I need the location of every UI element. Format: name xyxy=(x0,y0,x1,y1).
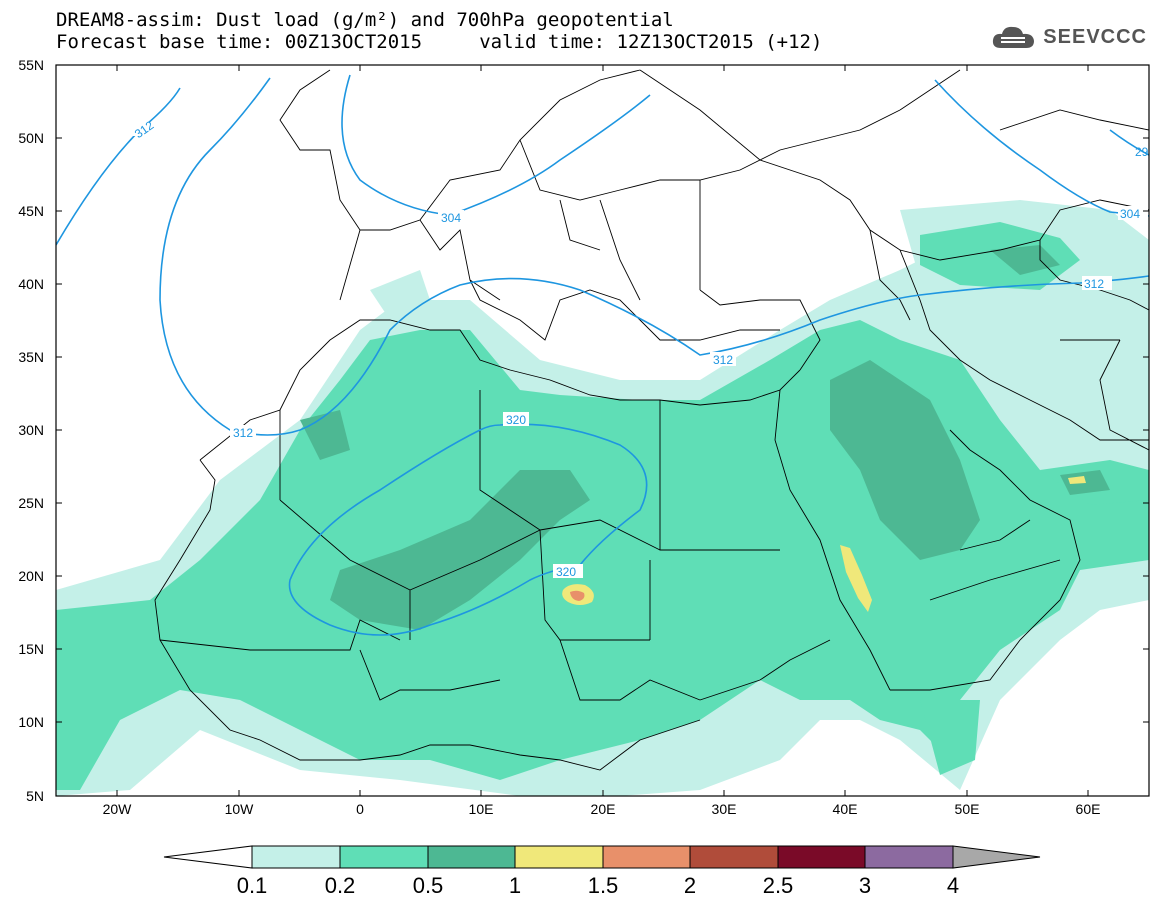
contour-label-320: 320 xyxy=(506,413,526,427)
lat-label: 55N xyxy=(18,57,44,73)
contour-label-312: 312 xyxy=(233,426,253,440)
colorbar-tick-label: 1.5 xyxy=(588,873,619,898)
colorbar-over-arrow xyxy=(952,845,1041,869)
colorbar-tick-label: 0.5 xyxy=(413,873,444,898)
lat-label: 10N xyxy=(18,714,44,730)
lat-label: 5N xyxy=(26,788,44,804)
dust-layer-0.5 xyxy=(300,245,1110,630)
lon-label: 10W xyxy=(225,801,255,817)
longitude-labels: 20W 10W 0 10E 20E 30E 40E 50E 60E xyxy=(103,801,1101,817)
map-title: DREAM8-assim: Dust load (g/m²) and 700hP… xyxy=(56,9,674,31)
lat-label: 25N xyxy=(18,495,44,511)
colorbar-labels: 0.1 0.2 0.5 1 1.5 2 2.5 3 4 xyxy=(237,873,959,898)
lat-label: 15N xyxy=(18,641,44,657)
colorbar-swatch xyxy=(427,845,516,869)
seevccc-logo: SEEVCCC xyxy=(991,24,1147,50)
lon-label: 60E xyxy=(1076,801,1101,817)
lon-label: 40E xyxy=(833,801,858,817)
colorbar-tick-label: 1 xyxy=(509,873,521,898)
colorbar-swatch xyxy=(689,845,779,869)
colorbar-tick-label: 2.5 xyxy=(763,873,794,898)
lon-label: 30E xyxy=(712,801,737,817)
contour-label-320: 320 xyxy=(556,565,576,579)
axis-ticks xyxy=(56,64,1149,796)
colorbar-tick-label: 4 xyxy=(947,873,959,898)
lat-label: 50N xyxy=(18,130,44,146)
lon-label: 50E xyxy=(955,801,980,817)
colorbar-swatch xyxy=(339,845,429,869)
dust-layer-1.5 xyxy=(570,590,585,601)
colorbar xyxy=(163,845,1041,869)
contour-label-312: 312 xyxy=(132,118,157,141)
contour-label-296: 296 xyxy=(1135,145,1155,159)
colorbar-swatch xyxy=(777,845,866,869)
lat-label: 40N xyxy=(18,276,44,292)
colorbar-tick-label: 3 xyxy=(859,873,871,898)
colorbar-swatch xyxy=(864,845,954,869)
forecast-times: Forecast base time: 00Z13OCT2015 valid t… xyxy=(56,31,823,53)
lon-label: 0 xyxy=(356,801,364,817)
colorbar-swatch xyxy=(602,845,691,869)
latitude-labels: 55N 50N 45N 40N 35N 30N 25N 20N 15N 10N … xyxy=(18,57,44,804)
lon-label: 10E xyxy=(469,801,494,817)
contour-label-312: 312 xyxy=(713,353,733,367)
map-area: 312 304 312 320 312 320 304 312 296 xyxy=(56,69,1155,796)
colorbar-tick-label: 0.2 xyxy=(325,873,356,898)
lon-label: 20E xyxy=(591,801,616,817)
lat-label: 30N xyxy=(18,422,44,438)
colorbar-under-arrow xyxy=(163,845,253,869)
country-borders xyxy=(154,69,1149,771)
cloud-icon xyxy=(993,26,1035,48)
contour-label-304: 304 xyxy=(1120,207,1140,221)
colorbar-tick-label: 2 xyxy=(684,873,696,898)
contour-label-304: 304 xyxy=(441,211,461,225)
lat-label: 35N xyxy=(18,349,44,365)
lat-label: 45N xyxy=(18,203,44,219)
lon-label: 20W xyxy=(103,801,133,817)
contour-label-312: 312 xyxy=(1084,277,1104,291)
colorbar-swatch xyxy=(251,845,341,869)
lat-label: 20N xyxy=(18,568,44,584)
contour-labels: 312 304 312 320 312 320 304 312 296 xyxy=(130,118,1155,579)
logo-text: SEEVCCC xyxy=(1043,25,1147,48)
colorbar-tick-label: 0.1 xyxy=(237,873,268,898)
colorbar-swatch xyxy=(514,845,604,869)
